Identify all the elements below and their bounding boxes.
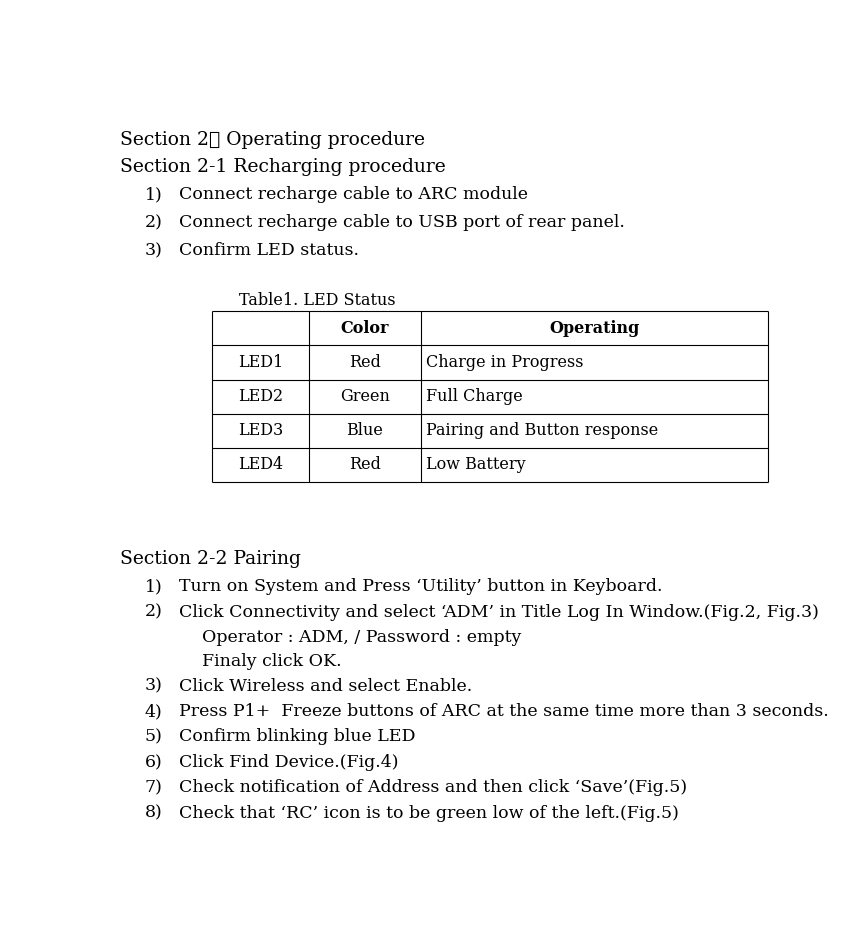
Text: Color: Color [341,320,389,337]
Text: 3): 3) [145,678,163,695]
Text: LED4: LED4 [238,457,283,474]
Text: Operator : ADM, / Password : empty: Operator : ADM, / Password : empty [202,629,522,647]
Text: LED3: LED3 [238,423,284,439]
Text: Press P1+  Freeze buttons of ARC at the same time more than 3 seconds.: Press P1+ Freeze buttons of ARC at the s… [178,703,829,720]
Text: Full Charge: Full Charge [426,388,522,405]
Text: Low Battery: Low Battery [426,457,526,474]
Text: Finaly click OK.: Finaly click OK. [202,653,342,671]
Text: Red: Red [349,354,381,371]
Text: 4): 4) [145,703,163,720]
Text: Click Find Device.(Fig.4): Click Find Device.(Fig.4) [178,754,398,771]
Text: Check that ‘RC’ icon is to be green low of the left.(Fig.5): Check that ‘RC’ icon is to be green low … [178,805,678,821]
Text: Blue: Blue [347,423,383,439]
Text: Click Connectivity and select ‘ADM’ in Title Log In Window.(Fig.2, Fig.3): Click Connectivity and select ‘ADM’ in T… [178,604,818,621]
Text: 1): 1) [145,187,163,204]
Text: Green: Green [340,388,390,405]
Text: Confirm LED status.: Confirm LED status. [178,242,358,259]
Text: 7): 7) [145,779,163,796]
Text: Turn on System and Press ‘Utility’ button in Keyboard.: Turn on System and Press ‘Utility’ butto… [178,578,662,596]
Text: 5): 5) [145,729,163,746]
Text: Section 2-2 Pairing: Section 2-2 Pairing [120,549,301,568]
Text: LED2: LED2 [238,388,283,405]
Text: 1): 1) [145,578,163,596]
Text: Red: Red [349,457,381,474]
Text: Section 2　 Operating procedure: Section 2 Operating procedure [120,131,426,149]
Text: Operating: Operating [549,320,640,337]
Text: Section 2-1 Recharging procedure: Section 2-1 Recharging procedure [120,158,446,176]
Text: 8): 8) [145,805,163,821]
Text: Table1. LED Status: Table1. LED Status [239,291,395,309]
Text: Connect recharge cable to ARC module: Connect recharge cable to ARC module [178,187,528,204]
Text: 2): 2) [145,215,163,231]
Text: Click Wireless and select Enable.: Click Wireless and select Enable. [178,678,471,695]
Text: Check notification of Address and then click ‘Save’(Fig.5): Check notification of Address and then c… [178,779,687,796]
Text: 6): 6) [145,754,163,771]
Text: Pairing and Button response: Pairing and Button response [426,423,658,439]
Text: LED1: LED1 [238,354,284,371]
Text: 2): 2) [145,604,163,621]
Text: Connect recharge cable to USB port of rear panel.: Connect recharge cable to USB port of re… [178,215,625,231]
Text: 3): 3) [145,242,163,259]
Text: Confirm blinking blue LED: Confirm blinking blue LED [178,729,415,746]
Text: Charge in Progress: Charge in Progress [426,354,584,371]
